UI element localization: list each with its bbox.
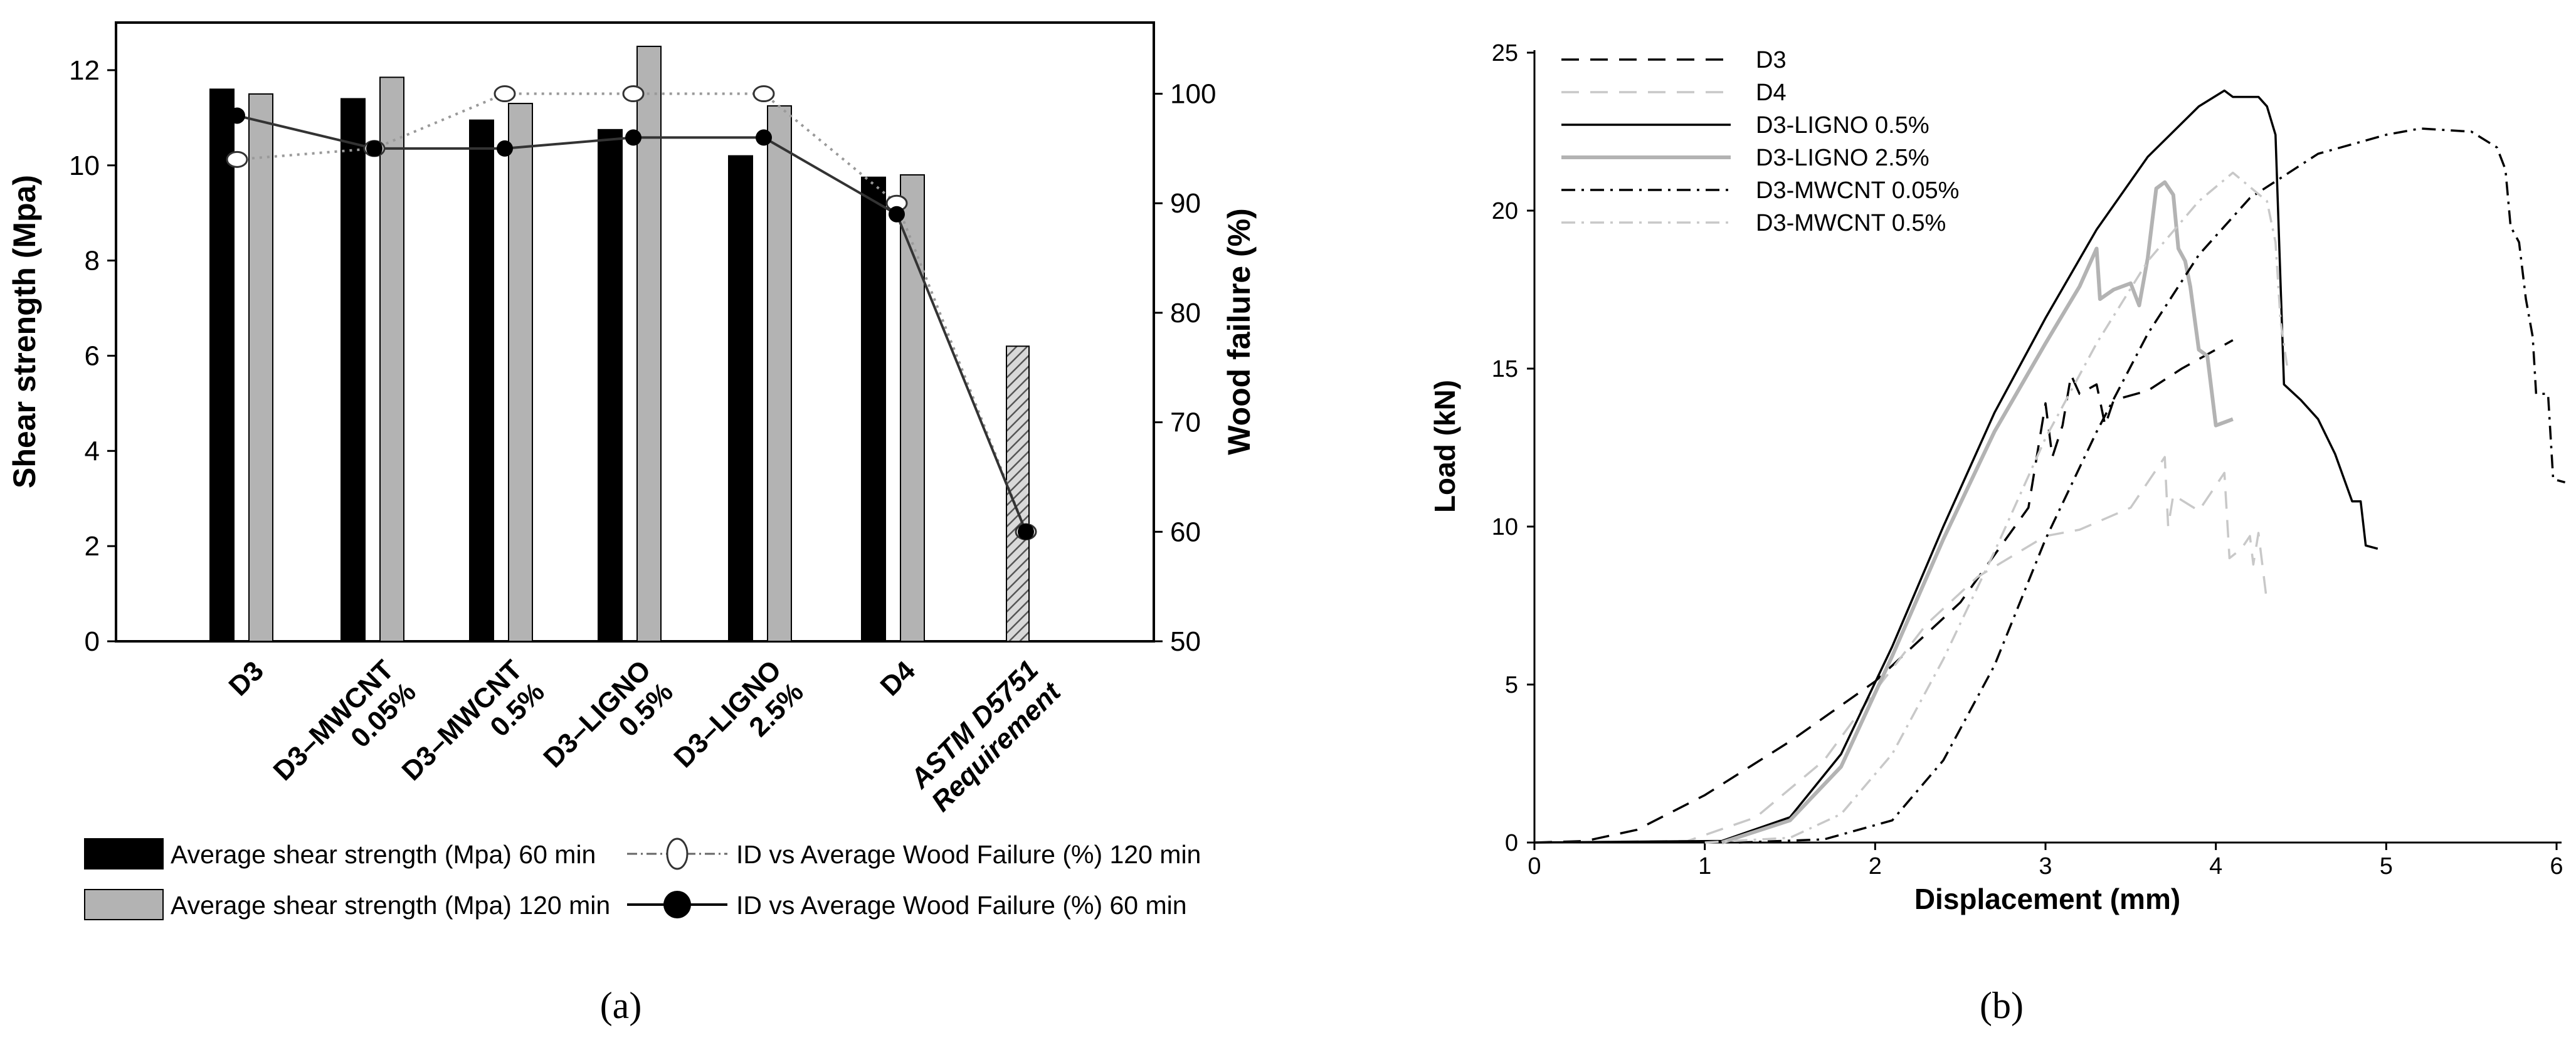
panel-a-left-axis: 0 2 4 6 8 10 12: [69, 55, 116, 657]
y-tick-label: 0: [1505, 830, 1518, 856]
marker-wood-failure-60min: [497, 140, 513, 157]
marker-wood-failure-60min: [229, 107, 245, 124]
bar-60min: [728, 155, 753, 643]
category-label-line: D3: [223, 655, 270, 701]
curve-d3: [1534, 339, 2234, 844]
legend-label-60min: ID vs Average Wood Failure (%) 60 min: [736, 891, 1187, 920]
y-tick-label: 20: [1492, 198, 1518, 224]
left-tick-label: 2: [85, 531, 100, 562]
curve-d3-mwcnt-0-05: [1738, 127, 2566, 844]
panel-a-ylabel: Shear strength (Mpa): [7, 175, 42, 488]
curve-d4: [1534, 456, 2268, 844]
right-tick-label: 70: [1170, 407, 1201, 438]
y-tick-label: 25: [1492, 40, 1518, 66]
right-tick-label: 80: [1170, 298, 1201, 328]
panel-b-label: (b): [1980, 985, 2024, 1026]
bar-120min: [248, 93, 273, 642]
left-tick-label: 4: [85, 436, 100, 466]
bar-120min: [767, 105, 792, 643]
left-tick-label: 0: [85, 626, 100, 657]
marker-wood-failure-60min: [756, 129, 772, 146]
bar-120min: [508, 103, 533, 643]
legend-label-60min: Average shear strength (Mpa) 60 min: [171, 840, 596, 869]
panel-b-chart: 0 1 2 3 4 5 6 0 5 10 15 20 25 D3 D4 D3-LIGNO 0.5% D3-LI…: [1428, 40, 2566, 1026]
y-tick-label: 10: [1492, 514, 1518, 540]
marker-wood-failure-120min: [494, 85, 516, 103]
legend-label-d3-ligno-0-5: D3-LIGNO 0.5%: [1756, 112, 1929, 139]
bar-120min: [636, 45, 662, 642]
panel-a-legend: Average shear strength (Mpa) 60 min Avera…: [84, 838, 1201, 920]
panel-b-ylabel: Load (kN): [1428, 380, 1461, 513]
marker-wood-failure-120min: [226, 150, 248, 168]
x-tick-label: 6: [2550, 853, 2563, 880]
bar-60min: [209, 88, 235, 643]
panel-a-lines: [226, 85, 1037, 540]
left-tick-label: 6: [85, 340, 100, 371]
marker-wood-failure-120min: [622, 85, 645, 103]
bar-120min: [379, 76, 404, 643]
left-tick-label: 8: [85, 246, 100, 276]
panel-a-label: (a): [600, 985, 642, 1026]
right-tick-label: 90: [1170, 188, 1201, 219]
bar-60min: [861, 176, 886, 642]
x-tick-label: 4: [2209, 853, 2222, 880]
curve-d3-ligno-0-5: [1534, 89, 2378, 844]
x-tick-label: 5: [2380, 853, 2393, 880]
x-tick-label: 2: [1869, 853, 1882, 880]
legend-swatch-60min: [84, 838, 164, 869]
bar-60min: [469, 119, 494, 642]
y-tick-label: 5: [1505, 672, 1518, 698]
panel-a-y2label: Wood failure (%): [1222, 208, 1257, 455]
y-tick-label: 15: [1492, 356, 1518, 382]
legend-label-120min: ID vs Average Wood Failure (%) 120 min: [736, 840, 1201, 869]
marker-wood-failure-120min: [752, 85, 775, 103]
legend-label-120min: Average shear strength (Mpa) 120 min: [171, 891, 610, 920]
panel-a-right-axis: 50 60 70 80 90 100: [1154, 79, 1216, 657]
x-tick-label: 0: [1528, 853, 1541, 880]
legend-marker-120min: [666, 838, 689, 870]
right-tick-label: 50: [1170, 626, 1201, 657]
panel-b-legend: D3 D4 D3-LIGNO 0.5% D3-LIGNO 2.5% D3-MWCNT 0…: [1561, 47, 1959, 236]
panel-b-xlabel: Displacement (mm): [1914, 883, 2180, 915]
legend-label-d3-ligno-2-5: D3-LIGNO 2.5%: [1756, 145, 1929, 171]
legend-marker-60min: [663, 891, 691, 918]
marker-wood-failure-60min: [366, 140, 383, 157]
legend-label-d3: D3: [1756, 47, 1787, 73]
category-label-d4: D4: [875, 655, 922, 702]
left-tick-label: 12: [69, 55, 100, 86]
bar-120min: [900, 174, 925, 642]
legend-label-d4: D4: [1756, 80, 1787, 106]
category-label-d3: D3: [223, 655, 270, 701]
marker-wood-failure-60min: [889, 206, 905, 223]
legend-label-d3-mwcnt-0-05: D3-MWCNT 0.05%: [1756, 177, 1959, 204]
right-tick-label: 60: [1170, 517, 1201, 547]
right-tick-label: 100: [1170, 79, 1216, 110]
category-label-line: D4: [875, 655, 922, 702]
x-tick-label: 1: [1698, 853, 1711, 880]
panel-a-category-labels: D3D3–MWCNT0.05%D3–MWCNT0.5%D3–LIGNO0.5%D…: [223, 654, 1068, 817]
marker-wood-failure-60min: [1018, 523, 1034, 540]
marker-wood-failure-60min: [625, 129, 641, 146]
panel-b-curves: [1534, 89, 2566, 844]
panel-a-plot-frame: [115, 21, 1155, 643]
curve-d3-ligno-2-5: [1721, 180, 2234, 844]
panel-a-bars: [209, 45, 1030, 643]
curve-d3-mwcnt-0-5: [1704, 171, 2289, 844]
x-tick-label: 3: [2039, 853, 2052, 880]
left-tick-label: 10: [69, 150, 100, 181]
bar-60min: [340, 98, 366, 642]
legend-label-d3-mwcnt-0-5: D3-MWCNT 0.5%: [1756, 210, 1946, 236]
panel-b-ticks: 0 1 2 3 4 5 6 0 5 10 15 20 25: [1492, 40, 2563, 880]
bar-60min: [598, 129, 623, 643]
legend-swatch-120min: [84, 889, 164, 920]
